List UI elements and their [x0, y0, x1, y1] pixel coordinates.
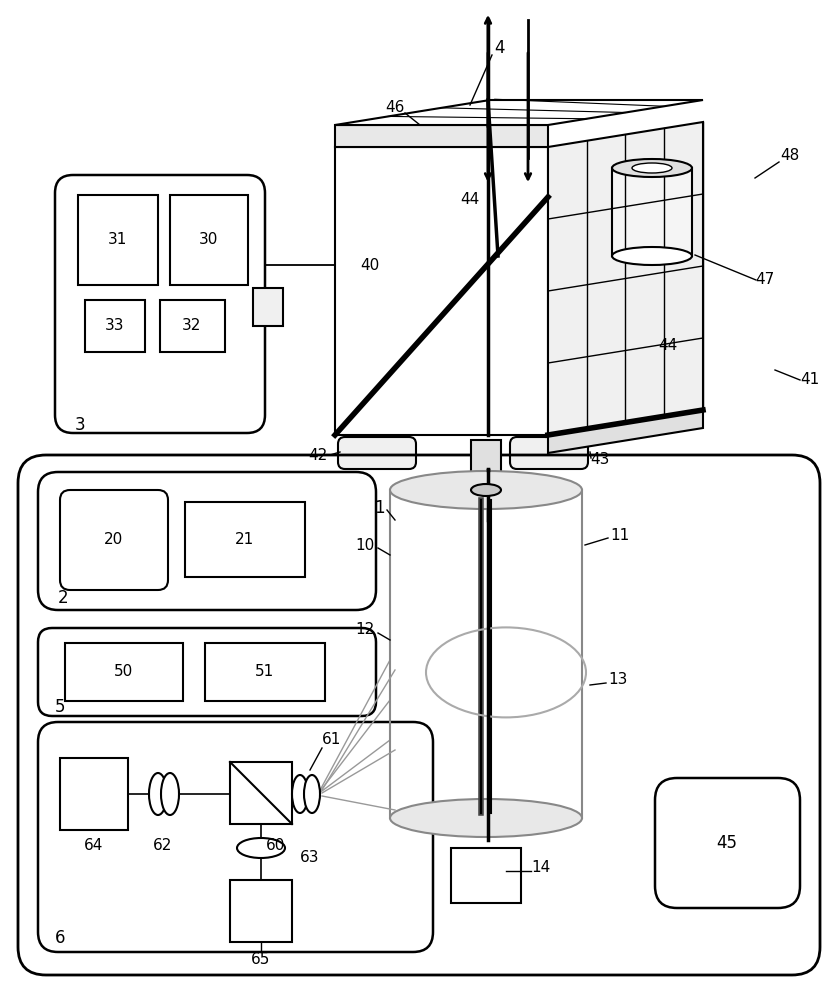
Text: 47: 47: [754, 272, 773, 288]
Bar: [230, 880, 292, 942]
Text: 60: 60: [266, 838, 285, 852]
Text: 12: 12: [355, 622, 375, 638]
Text: 45: 45: [716, 834, 737, 852]
Text: 2: 2: [58, 589, 69, 607]
Text: 14: 14: [531, 860, 550, 876]
Ellipse shape: [611, 247, 691, 265]
Polygon shape: [334, 125, 548, 147]
Text: 51: 51: [255, 664, 274, 680]
Ellipse shape: [631, 163, 671, 173]
FancyBboxPatch shape: [338, 437, 415, 469]
Text: 13: 13: [608, 672, 627, 688]
Text: 33: 33: [105, 318, 125, 334]
Bar: [451, 848, 520, 903]
Text: 32: 32: [182, 318, 201, 334]
Text: 64: 64: [84, 838, 104, 852]
Polygon shape: [334, 147, 548, 435]
Bar: [65, 643, 183, 701]
Text: 6: 6: [55, 929, 65, 947]
Ellipse shape: [161, 773, 179, 815]
Ellipse shape: [390, 799, 581, 837]
Text: 61: 61: [322, 732, 341, 748]
Ellipse shape: [237, 838, 285, 858]
Text: 41: 41: [799, 372, 818, 387]
Text: 48: 48: [779, 147, 798, 162]
Text: 11: 11: [609, 528, 629, 542]
Ellipse shape: [303, 775, 319, 813]
Text: 62: 62: [153, 838, 172, 852]
Text: 10: 10: [355, 538, 375, 552]
Text: 63: 63: [300, 850, 319, 865]
Text: 42: 42: [308, 448, 327, 462]
Text: 20: 20: [104, 532, 124, 548]
Ellipse shape: [471, 484, 501, 496]
Bar: [160, 300, 225, 352]
Text: 46: 46: [385, 101, 404, 115]
FancyBboxPatch shape: [509, 437, 588, 469]
Text: 44: 44: [460, 192, 479, 208]
Ellipse shape: [292, 775, 308, 813]
Bar: [611, 168, 691, 256]
Bar: [252, 288, 283, 326]
Bar: [78, 195, 158, 285]
Polygon shape: [548, 122, 702, 435]
Bar: [471, 440, 501, 490]
Bar: [85, 300, 145, 352]
Ellipse shape: [149, 773, 167, 815]
Bar: [205, 643, 324, 701]
Ellipse shape: [611, 159, 691, 177]
Bar: [230, 762, 292, 824]
Text: 65: 65: [251, 952, 270, 968]
Polygon shape: [548, 410, 702, 453]
Text: 21: 21: [235, 532, 254, 548]
Text: 44: 44: [658, 338, 677, 353]
Text: 50: 50: [115, 664, 134, 680]
Bar: [185, 502, 304, 577]
Polygon shape: [334, 100, 702, 125]
Bar: [60, 758, 128, 830]
Text: 1: 1: [374, 499, 385, 517]
Text: 3: 3: [75, 416, 85, 434]
Text: 4: 4: [494, 39, 505, 57]
Text: 5: 5: [55, 698, 65, 716]
Text: 43: 43: [589, 452, 609, 468]
Text: 31: 31: [108, 232, 128, 247]
Ellipse shape: [390, 471, 581, 509]
Bar: [170, 195, 247, 285]
Text: 30: 30: [199, 232, 218, 247]
Text: 40: 40: [360, 257, 380, 272]
